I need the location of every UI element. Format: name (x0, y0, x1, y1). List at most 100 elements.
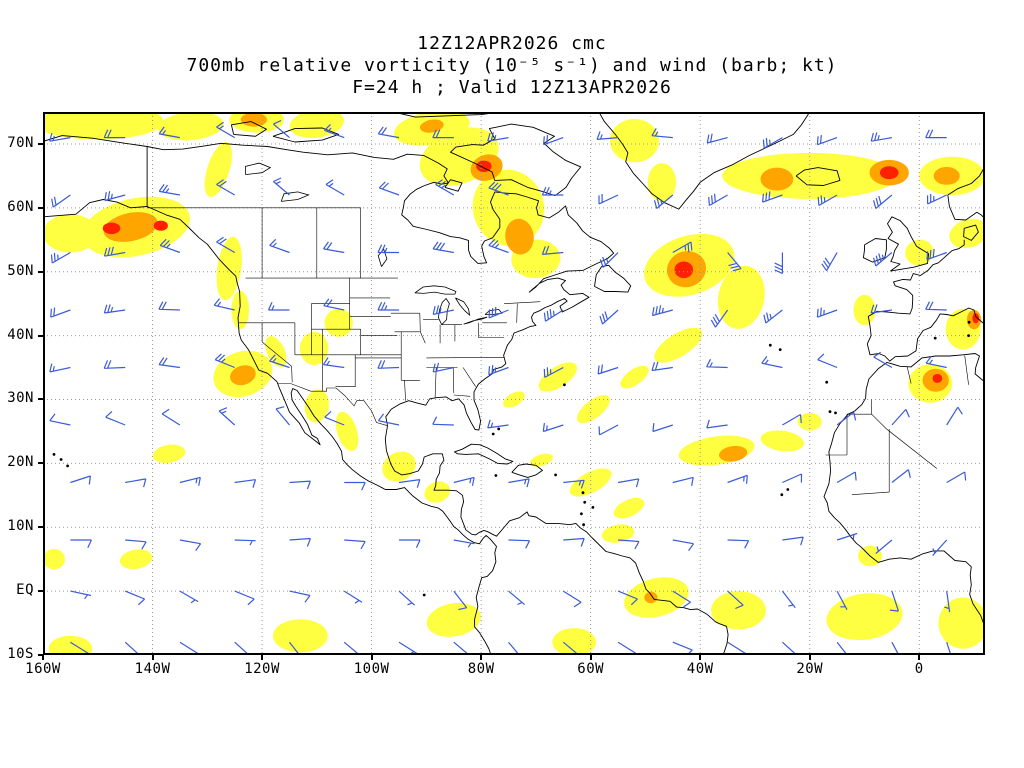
wind-barb (275, 406, 290, 426)
wind-barb (103, 360, 126, 369)
lon-tick-label: 160W (25, 661, 61, 677)
lake-outline (437, 297, 450, 325)
wind-barb (762, 137, 783, 149)
wind-barb (49, 132, 71, 142)
wind-barb (708, 193, 728, 207)
wind-barb (399, 539, 421, 548)
wind-barb (618, 539, 640, 550)
vorticity-blob (711, 591, 766, 630)
lon-tick-label: 0 (914, 661, 924, 677)
small-island (580, 512, 583, 516)
political-border (404, 380, 406, 401)
wind-barb (946, 406, 963, 426)
wind-barb (179, 476, 201, 486)
vorticity-blob (949, 218, 985, 249)
coastline (384, 425, 729, 655)
wind-barb (563, 537, 585, 547)
coastline (886, 353, 985, 383)
lat-tickmark (38, 398, 43, 401)
small-island (554, 473, 557, 477)
small-island (66, 464, 69, 468)
political-border (453, 394, 471, 397)
small-island (497, 427, 501, 431)
wind-barb (273, 177, 290, 196)
wind-barb (706, 419, 728, 429)
small-island (780, 493, 784, 497)
wind-barb (816, 135, 838, 146)
wind-barb (322, 357, 345, 369)
wind-barb (51, 194, 71, 208)
wind-barb (563, 479, 585, 489)
coastline (444, 179, 463, 192)
wind-barb (925, 301, 947, 311)
vorticity-blob (760, 167, 794, 191)
wind-barb (70, 475, 91, 485)
lake-outline (455, 297, 471, 317)
map-plot-area (43, 112, 985, 655)
vorticity-blob (119, 549, 153, 570)
wind-barb (836, 411, 857, 426)
wind-barb (761, 356, 783, 369)
vorticity-blob (382, 451, 416, 482)
wind-barb (821, 252, 838, 272)
vorticity-blob (576, 395, 610, 424)
wind-barb (432, 241, 454, 254)
vorticity-blob (43, 549, 65, 570)
wind-barb (597, 364, 619, 375)
wind-barb (377, 126, 400, 139)
wind-barb (774, 252, 783, 275)
wind-barb (398, 479, 421, 488)
wind-barb (836, 532, 858, 541)
wind-barb (70, 539, 92, 548)
political-border (906, 366, 912, 384)
wind-barb (435, 179, 455, 196)
lon-tick-label: 20W (796, 661, 824, 677)
vorticity-blob (613, 497, 645, 519)
wind-barb (727, 252, 742, 272)
lon-tickmark (261, 655, 264, 660)
vorticity-blob (240, 112, 267, 127)
wind-barb (289, 590, 311, 603)
vorticity-blob (529, 453, 553, 467)
wind-barb (541, 245, 564, 255)
chart-title-block: 12Z12APR2026 cmc 700mb relative vorticit… (0, 33, 1024, 99)
wind-barb (652, 423, 673, 433)
wind-barb (159, 238, 181, 254)
lat-tick-label: 60N (7, 198, 34, 215)
vorticity-blob (932, 373, 943, 383)
lat-tickmark (38, 206, 43, 209)
vorticity-blob (879, 166, 899, 180)
vorticity-blob (601, 524, 635, 543)
political-border (452, 367, 455, 394)
wind-barb (50, 251, 71, 264)
vorticity-blob (158, 112, 224, 141)
wind-barb (781, 590, 796, 609)
lat-tick-label: EQ (16, 582, 34, 599)
graticule-layer (43, 112, 985, 655)
lat-tickmark (38, 462, 43, 465)
political-border (964, 355, 969, 385)
small-island (583, 500, 587, 504)
wind-barb (817, 353, 838, 369)
lake-outline (414, 285, 457, 295)
wind-barb (179, 539, 202, 551)
political-border (434, 367, 437, 398)
small-island (563, 383, 566, 387)
wind-barb (488, 306, 509, 319)
wind-barb (432, 362, 454, 373)
wind-barb (432, 305, 454, 315)
lat-tick-label: 70N (7, 134, 34, 151)
coastline (43, 135, 148, 207)
vorticity-blob (299, 331, 329, 365)
vorticity-blob (654, 327, 703, 363)
wind-barb (125, 539, 147, 550)
lat-tick-label: 50N (7, 262, 34, 279)
wind-barb (377, 302, 399, 311)
small-island (59, 458, 63, 461)
wind-barb (727, 590, 744, 610)
vorticity-blob (204, 141, 233, 198)
wind-barb (323, 298, 345, 311)
wind-barb (706, 133, 728, 144)
vorticity-blob (216, 236, 242, 301)
wind-barb (487, 132, 509, 142)
